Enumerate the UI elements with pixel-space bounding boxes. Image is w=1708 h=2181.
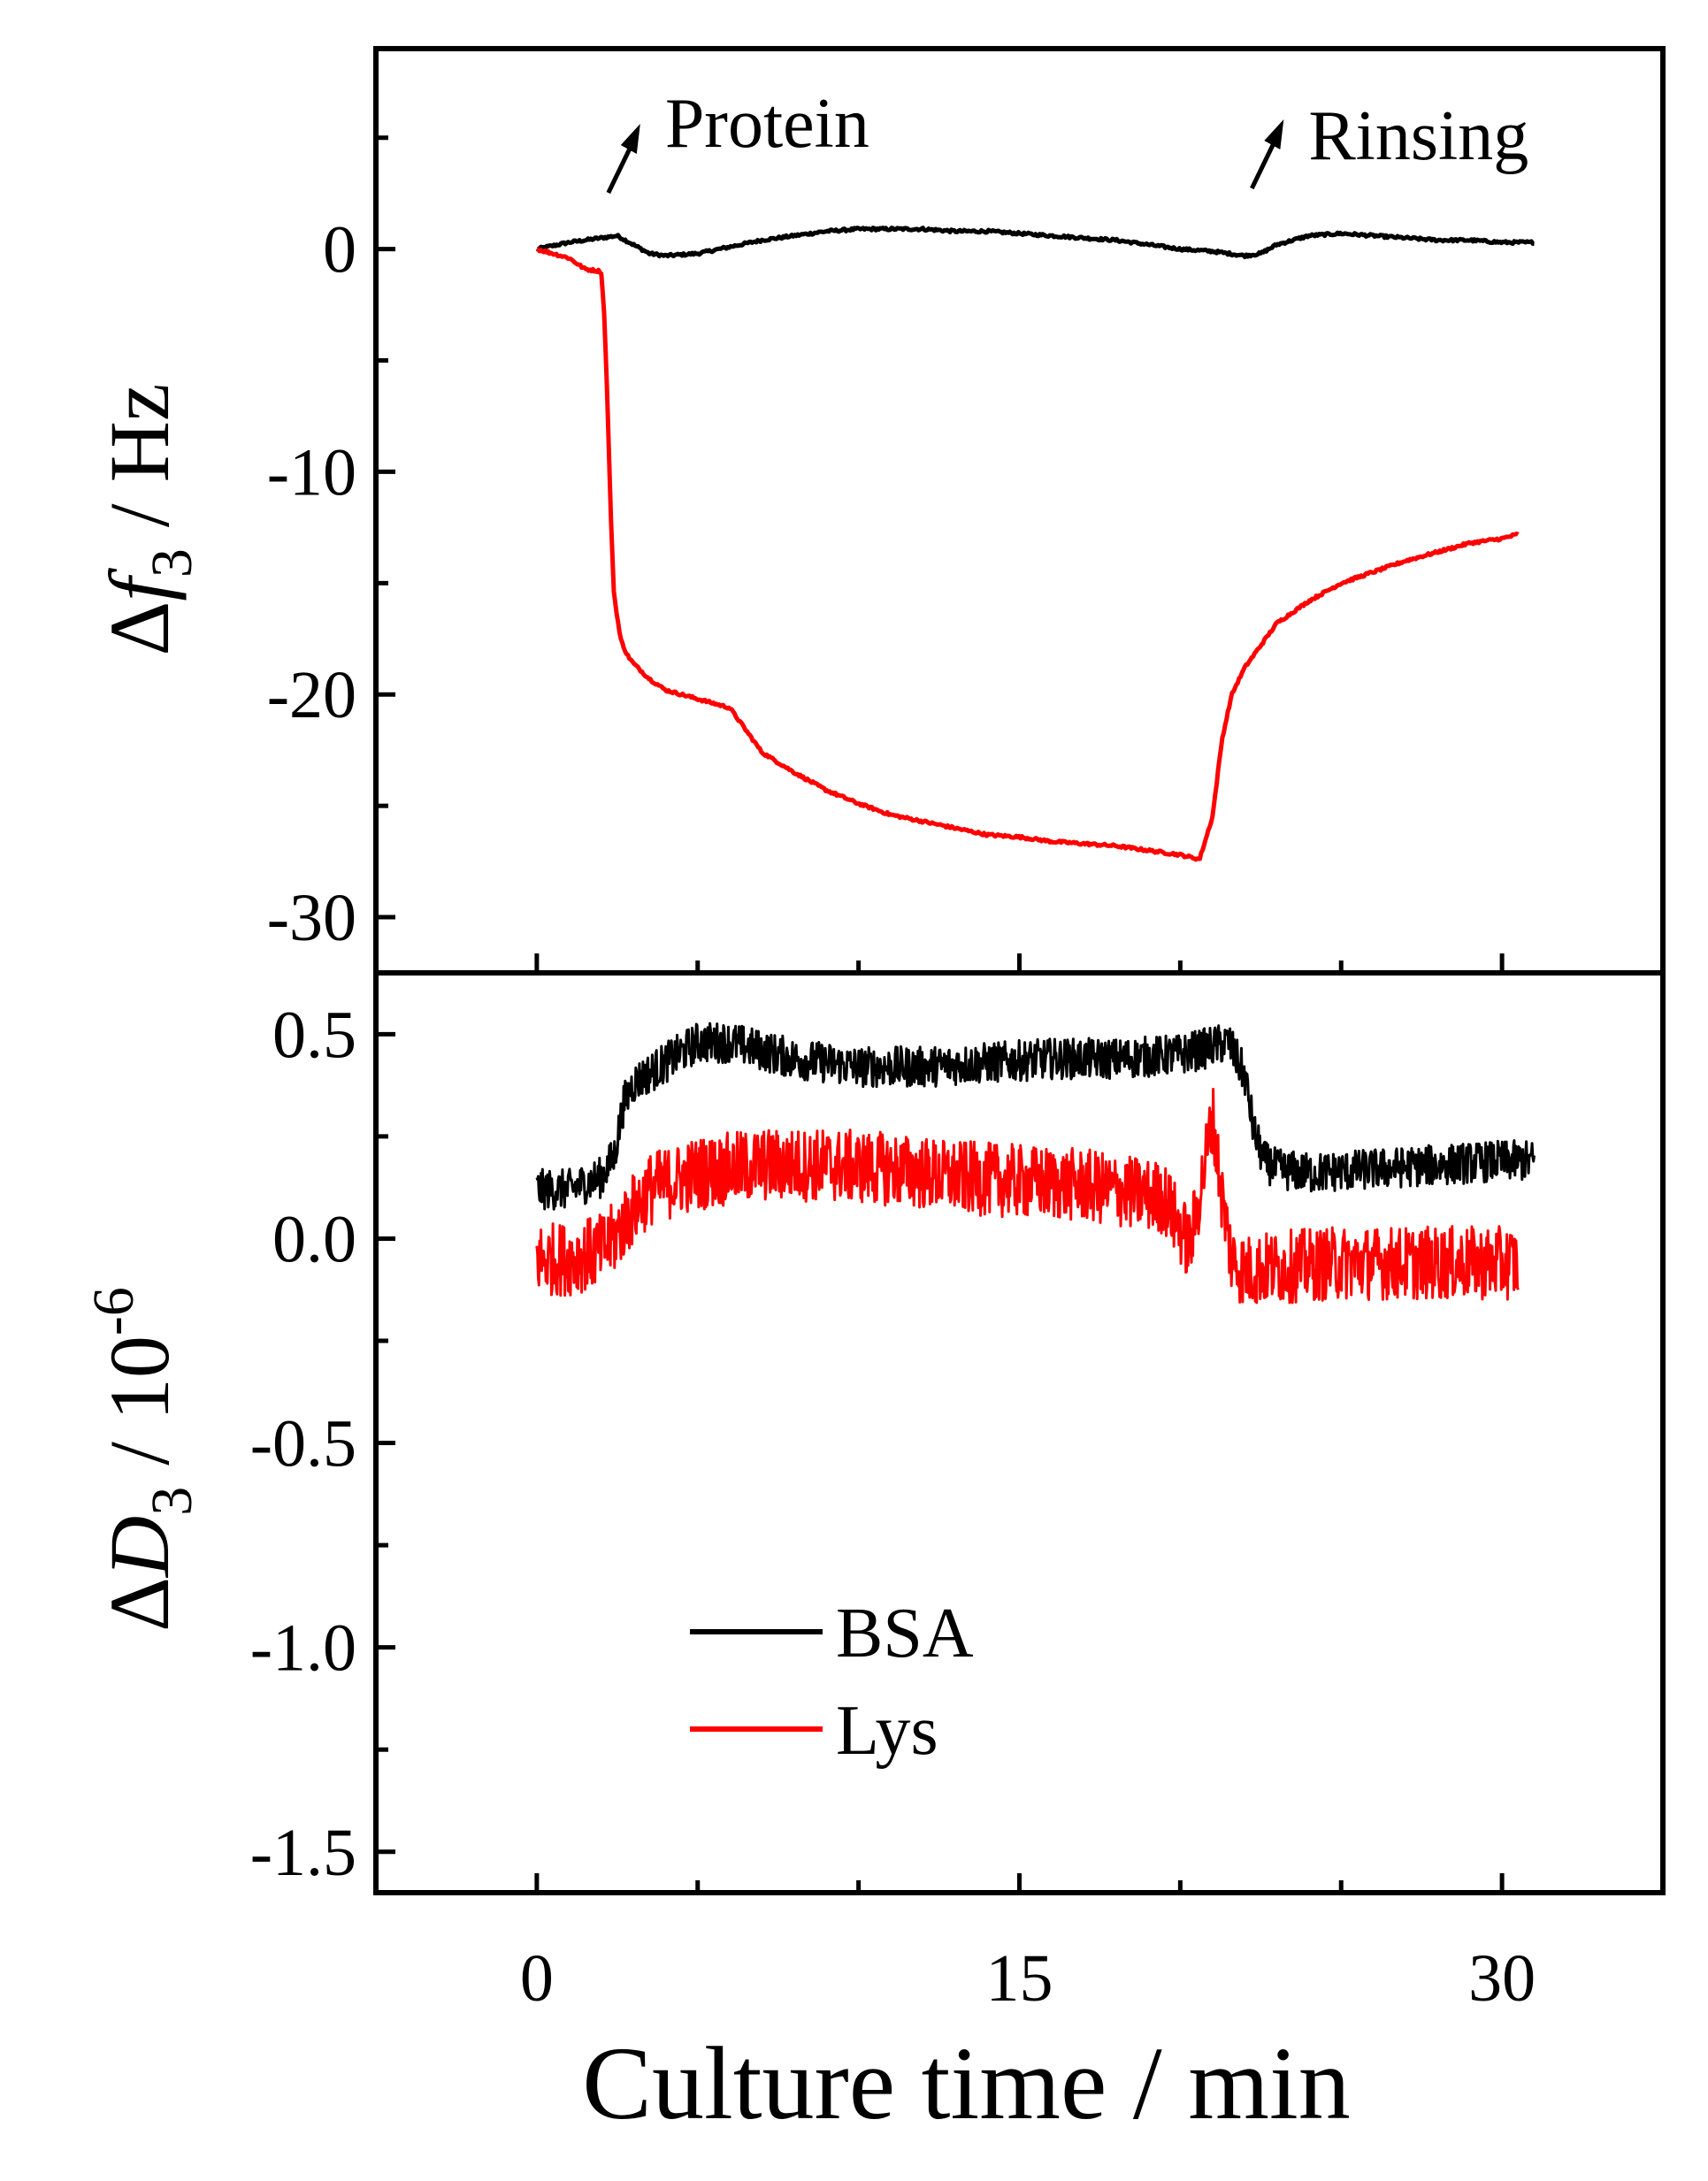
top-tick-layer: 0 -10 -20 -30 bbox=[267, 135, 1505, 973]
legend-label-bsa: BSA bbox=[836, 1595, 974, 1672]
bottom-y-tick-label: 0.5 bbox=[272, 998, 356, 1072]
top-y-tick-label: 0 bbox=[323, 213, 356, 287]
legend-label-lys: Lys bbox=[836, 1692, 938, 1770]
bottom-series-layer bbox=[535, 1022, 1536, 1305]
bottom-y-tick-label: -0.5 bbox=[250, 1407, 356, 1481]
bottom-y-axis-label: ΔD3 / 10-6 bbox=[81, 1287, 204, 1632]
bottom-y-tick-label: -1.5 bbox=[250, 1816, 356, 1890]
bottom-panel: 0.5 0.0 -0.5 -1.0 -1.5 0 15 30 BSA Lys ΔD3 / 10-… bbox=[81, 970, 1666, 2141]
top-y-axis-label: Δf3 / Hz bbox=[92, 383, 204, 655]
top-panel: 0 -10 -20 -30 Protein Rinsing Δf3 / Hz bbox=[92, 46, 1666, 976]
top-y-tick-label: -20 bbox=[267, 658, 356, 732]
x-tick-label: 0 bbox=[520, 1941, 554, 2016]
bottom-y-tick-label: 0.0 bbox=[272, 1202, 356, 1276]
legend: BSA Lys bbox=[690, 1595, 974, 1770]
bottom-y-tick-label: -1.0 bbox=[250, 1611, 356, 1686]
annotation-arrow-head bbox=[1264, 119, 1284, 149]
bottom-tick-layer: 0.5 0.0 -0.5 -1.0 -1.5 0 15 30 bbox=[250, 998, 1536, 2016]
top-annotation-layer: Protein Rinsing bbox=[606, 85, 1528, 195]
annotation-arrow-head bbox=[620, 124, 640, 154]
annotation-rinsing: Rinsing bbox=[1308, 97, 1528, 175]
x-tick-label: 15 bbox=[986, 1941, 1053, 2016]
top-series-lys bbox=[536, 247, 1520, 862]
top-y-tick-label: -10 bbox=[267, 435, 356, 509]
top-series-layer bbox=[535, 226, 1536, 862]
x-axis-label: Culture time / min bbox=[582, 2025, 1351, 2141]
top-series-bsa bbox=[535, 226, 1536, 260]
top-y-tick-label: -30 bbox=[267, 881, 356, 955]
x-tick-label: 30 bbox=[1468, 1941, 1536, 2016]
bottom-series-lys bbox=[535, 1088, 1520, 1305]
annotation-protein: Protein bbox=[665, 85, 869, 163]
bottom-series-bsa bbox=[535, 1022, 1536, 1211]
